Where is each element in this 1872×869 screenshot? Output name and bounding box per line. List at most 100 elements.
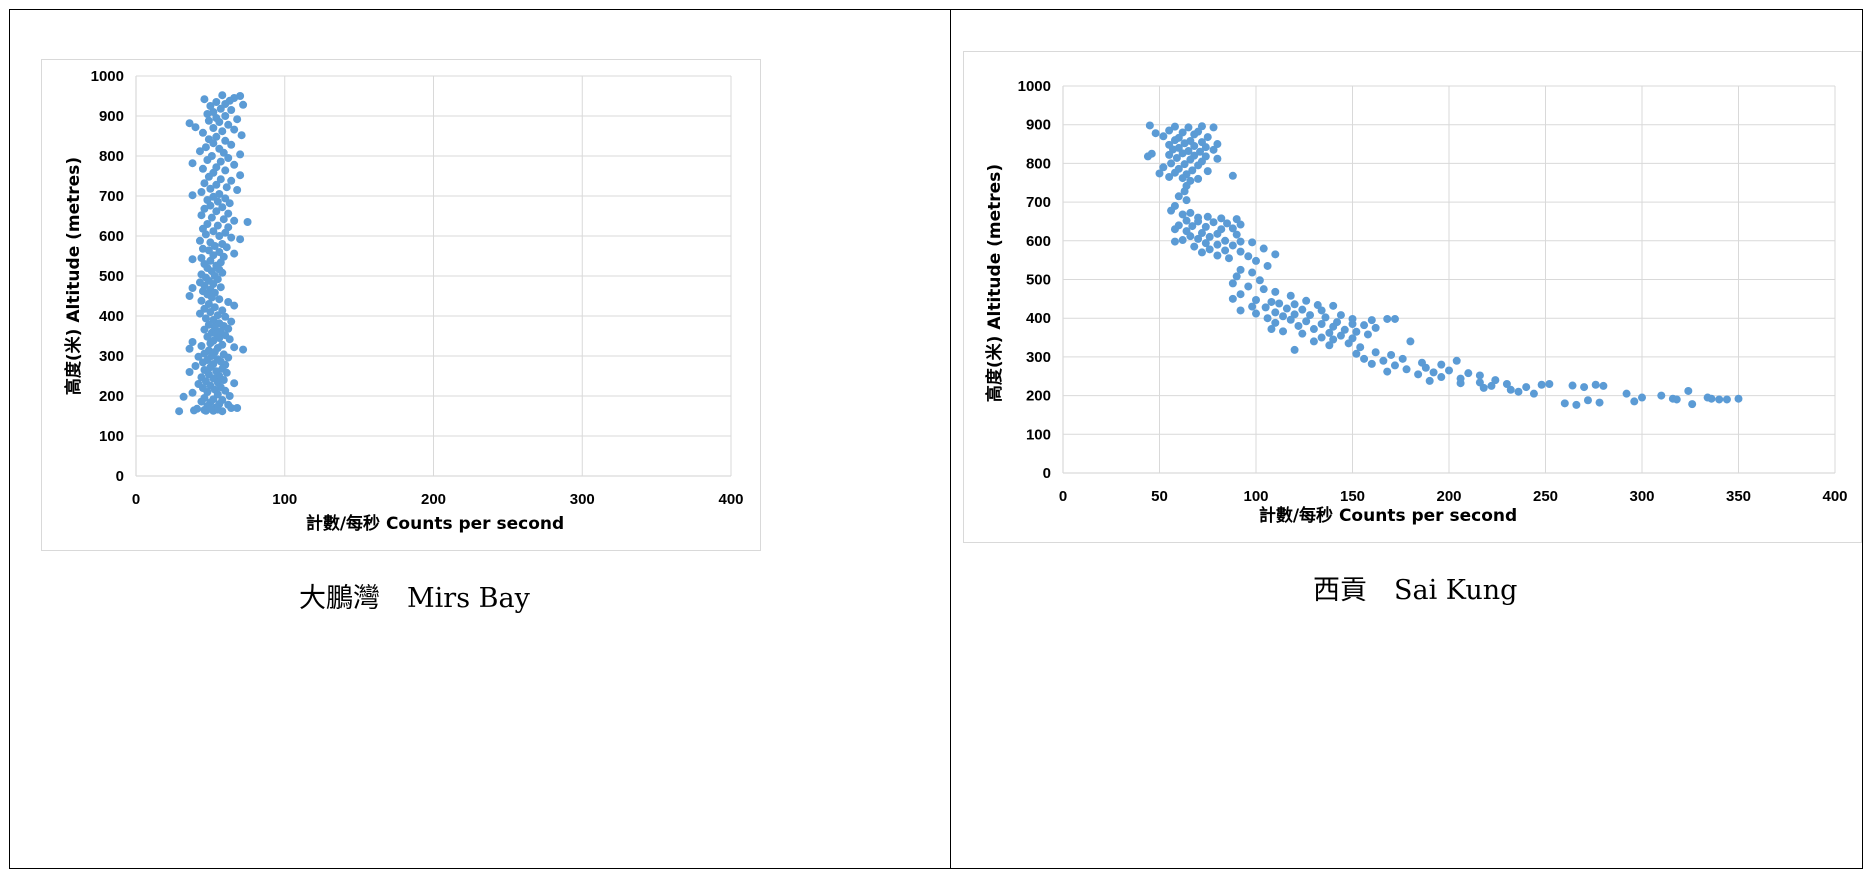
data-point	[1306, 311, 1315, 320]
data-point	[188, 191, 197, 200]
data-point	[1228, 171, 1237, 180]
data-point	[206, 184, 215, 193]
data-point	[224, 298, 233, 306]
data-point	[1228, 294, 1237, 303]
data-point	[185, 368, 194, 376]
data-point	[200, 325, 209, 334]
data-point	[218, 127, 227, 136]
caption-sai-kung: 西貢 Sai Kung	[1313, 575, 1518, 606]
data-point	[1143, 152, 1152, 161]
data-point	[1456, 379, 1465, 388]
data-point	[227, 140, 236, 149]
data-point	[203, 156, 212, 164]
data-point	[197, 211, 206, 220]
data-point	[1236, 220, 1245, 229]
data-point	[1367, 359, 1376, 368]
data-point	[1475, 371, 1484, 380]
data-point	[1174, 192, 1183, 201]
data-point	[1595, 398, 1604, 407]
data-point	[1309, 325, 1318, 334]
data-point	[221, 312, 230, 321]
data-point	[206, 308, 215, 316]
data-point	[1244, 282, 1253, 291]
data-point	[1190, 130, 1199, 139]
data-point	[1213, 140, 1222, 149]
data-point	[206, 256, 215, 265]
data-point	[1271, 308, 1280, 317]
data-point	[227, 106, 236, 114]
data-point	[1201, 222, 1210, 231]
data-point	[1414, 370, 1423, 379]
data-point	[1437, 373, 1446, 382]
data-point	[1184, 123, 1193, 132]
data-point	[1452, 356, 1461, 365]
panel-sai-kung: 0 100 200 300 400 500 600 700 800 900 1000 0 50 100 15…	[951, 9, 1862, 856]
data-point	[1180, 187, 1189, 196]
data-point	[1336, 331, 1345, 340]
data-point	[188, 159, 197, 168]
y-tick-label: 700	[99, 188, 124, 205]
data-point	[1583, 396, 1592, 405]
data-point	[1514, 387, 1523, 396]
data-point	[227, 176, 236, 185]
data-point	[1688, 400, 1697, 409]
data-point	[215, 118, 224, 126]
data-point	[198, 164, 207, 173]
x-tick-label: 50	[1151, 488, 1168, 505]
data-point	[1294, 321, 1303, 330]
chart-mirs-bay: 0 100 200 300 400 500 600 700 800 900 1000 0 100 200 3…	[41, 59, 761, 551]
data-point	[1379, 356, 1388, 365]
data-point	[1282, 304, 1291, 313]
data-point	[1263, 261, 1272, 270]
data-point	[1261, 303, 1270, 312]
data-point	[230, 216, 239, 225]
data-point	[224, 209, 233, 218]
data-point	[191, 362, 200, 370]
data-point	[1203, 133, 1212, 142]
data-point	[1329, 301, 1338, 310]
y-tick-label: 0	[1043, 465, 1051, 482]
data-point	[200, 179, 209, 188]
data-point	[1715, 395, 1724, 404]
data-point	[191, 123, 200, 132]
data-point	[1165, 126, 1174, 135]
data-point	[230, 343, 239, 352]
data-point	[230, 249, 239, 258]
y-axis-label: 高度(米) Altitude (metres)	[63, 157, 84, 395]
data-point	[1298, 329, 1307, 338]
data-point	[1707, 394, 1716, 403]
data-point	[195, 147, 204, 156]
data-point	[1209, 145, 1218, 154]
y-tick-label: 700	[1026, 194, 1051, 211]
data-point	[221, 386, 230, 395]
y-tick-label: 300	[1026, 349, 1051, 366]
data-point	[1188, 222, 1197, 231]
data-point	[1252, 309, 1260, 318]
data-point	[1232, 230, 1241, 239]
data-point	[212, 98, 221, 106]
data-point	[227, 233, 236, 242]
chart-border	[41, 59, 761, 551]
data-point	[225, 199, 234, 208]
data-point	[233, 186, 242, 194]
data-point	[1248, 268, 1257, 277]
data-point	[222, 183, 231, 192]
data-point	[221, 112, 230, 120]
data-point	[1464, 369, 1473, 378]
data-point	[1221, 246, 1230, 255]
data-point	[1228, 279, 1237, 288]
data-point	[216, 283, 225, 292]
data-point	[1329, 322, 1338, 331]
data-point	[1236, 247, 1245, 256]
data-point	[1545, 379, 1554, 388]
data-point	[194, 352, 203, 361]
data-point	[1398, 354, 1407, 363]
data-point	[1236, 265, 1245, 274]
data-point	[1286, 315, 1295, 324]
data-point	[1298, 305, 1307, 314]
data-point	[203, 332, 212, 341]
data-point	[185, 344, 194, 353]
data-point	[213, 405, 222, 414]
data-point	[215, 190, 224, 198]
y-tick-label: 100	[99, 428, 124, 445]
